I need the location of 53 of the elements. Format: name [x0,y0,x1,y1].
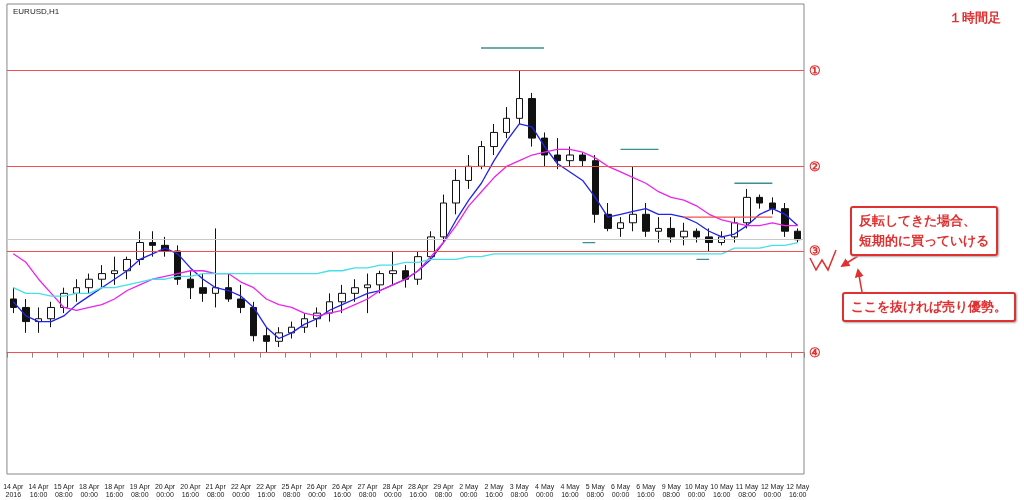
candlestick [465,154,472,190]
candlestick [376,270,384,294]
candlestick [478,140,485,170]
candlestick [263,326,270,354]
candlestick [212,227,219,308]
candlestick [237,284,245,314]
candlestick [756,194,763,210]
candlestick [516,69,523,125]
candlestick [199,273,207,303]
candlestick [187,270,194,300]
candlestick [490,123,498,156]
candlestick [503,106,510,139]
candlestick [10,287,17,314]
ref-line-label: ① [809,62,821,78]
candlestick [452,168,460,215]
text: １時間足 [949,10,1001,25]
candlestick [440,194,447,244]
candlestick [592,154,599,224]
candlestick [149,230,156,258]
ref-line-label: ② [809,158,821,174]
candlestick [680,222,688,246]
text: 反転してきた場合、短期的に買っていける [850,206,998,256]
candlestick [604,202,612,232]
candlestick [85,273,93,294]
candlestick [338,284,346,314]
candlestick [123,256,131,280]
text: ここを抜ければ売り優勢。 [842,292,1016,322]
candlestick [642,202,650,238]
candlestick [566,146,574,167]
candlestick [364,273,371,314]
candlestick [47,301,55,328]
candlestick [693,227,700,244]
candlestick [402,264,409,289]
ref-line-label: ④ [809,345,821,361]
candlestick [73,278,80,303]
chart-subtitle: EURUSD,H1 [13,6,60,16]
candlestick [250,301,257,342]
candlestick [743,188,751,229]
ref-line-label: ③ [809,243,821,259]
candlestick [769,196,776,215]
candlestick [794,227,801,244]
candlestick [579,151,586,167]
candlestick [617,216,624,238]
candlestick [98,264,106,289]
candlestick [667,216,675,244]
candlestick [351,278,359,303]
candlestick [554,137,561,170]
candlestick [655,216,662,244]
candlestick [629,165,637,232]
candlestick [111,256,118,286]
candlestick [22,298,30,334]
candlestick [528,92,536,148]
candlestick [389,250,397,286]
